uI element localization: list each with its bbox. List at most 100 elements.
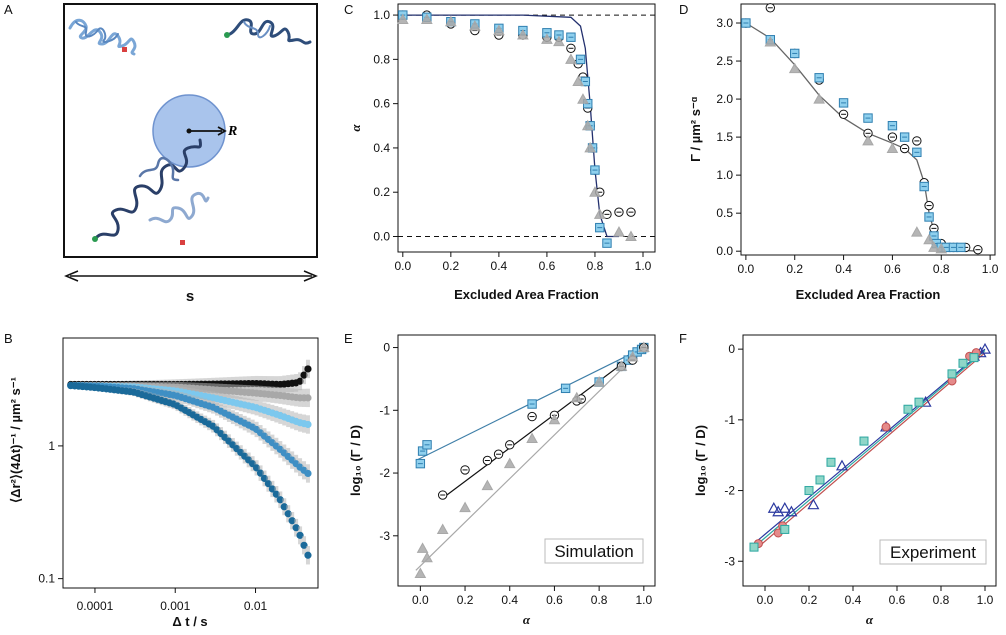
y-tick-label: 2.5 [716, 54, 733, 68]
x-tick-label: 0.6 [889, 593, 906, 607]
plot-frame [62, 337, 319, 589]
data-point [813, 93, 826, 104]
data-point [804, 486, 814, 496]
plot-frame [397, 3, 656, 253]
panel-label-f: F [679, 331, 687, 346]
data-point [780, 524, 790, 534]
fit-line [753, 348, 986, 545]
x-tick-label: 0.2 [442, 259, 459, 273]
data-point [304, 551, 312, 559]
data-point [910, 226, 923, 237]
data-point [637, 341, 650, 353]
data-point [615, 360, 628, 371]
data-point [593, 208, 606, 219]
data-point [436, 523, 449, 535]
plot-frame [740, 3, 996, 256]
data-point [572, 75, 584, 86]
data-point [421, 551, 433, 563]
data-point [749, 542, 759, 552]
schematic-panel: R s [63, 3, 318, 305]
x-tick-label: 1.0 [635, 593, 652, 607]
data-point [581, 119, 594, 131]
alpha-vs-excluded-area-chart: 0.0 0.2 0.4 0.6 0.8 1.0 0.0 0.2 0.4 0.6 0.8 1.0 Excl… [348, 3, 656, 302]
x-axis-label: Excluded Area Fraction [454, 287, 599, 302]
data-point [503, 457, 516, 469]
y-tick-label: 0.5 [716, 206, 733, 220]
y-tick-label: -3 [724, 554, 735, 568]
y-axis-label: α [348, 124, 363, 132]
data-point [584, 141, 596, 153]
x-tick-label: 1.0 [635, 259, 652, 273]
annotation-box [879, 539, 987, 565]
data-point [570, 391, 583, 403]
y-axis-label: log₁₀ (Γ / D) [693, 425, 708, 496]
x-axis-label: Excluded Area Fraction [796, 287, 941, 302]
data-point [493, 24, 505, 36]
x-tick-label: 0.6 [884, 262, 901, 276]
x-tick-label: 0.8 [591, 593, 608, 607]
x-tick-label: 0.4 [491, 259, 508, 273]
annotation-box [544, 538, 644, 564]
x-axis-label: α [523, 612, 531, 627]
x-tick-label: 0.6 [539, 259, 556, 273]
data-point [947, 369, 957, 379]
y-tick-label: 0.2 [373, 185, 390, 199]
y-tick-label: -1 [379, 403, 390, 417]
fit-line [753, 352, 986, 552]
x-tick-label: 0.001 [160, 599, 190, 613]
y-tick-label: -2 [379, 466, 390, 480]
x-tick-label: 1.0 [982, 262, 999, 276]
x-tick-label: 0.6 [546, 593, 563, 607]
x-tick-label: 0.0 [738, 262, 755, 276]
x-tick-label: 0.0 [412, 593, 429, 607]
annotation-label: Experiment [890, 543, 976, 562]
data-point [414, 567, 427, 578]
x-tick-label: 0.8 [587, 259, 604, 273]
y-tick-label: 1 [48, 439, 55, 453]
x-tick-label: 0.8 [933, 593, 950, 607]
x-tick-label: 0.0 [757, 593, 774, 607]
y-tick-label: 0.0 [716, 244, 733, 258]
x-tick-label: 1.0 [977, 593, 994, 607]
msd-chart: 0.0001 0.001 0.01 0.1 1 Δ t / s ⟨Δr²⟩(4Δt)⁻¹ /… [8, 337, 319, 629]
fit-line [415, 347, 645, 571]
x-axis-label: α [866, 612, 874, 627]
data-point [481, 479, 494, 491]
x-tick-label: 0.01 [244, 599, 268, 613]
x-tick-label: 0.2 [786, 262, 803, 276]
panel-label-c: C [344, 2, 353, 17]
data-point [815, 475, 825, 485]
data-point [788, 62, 801, 74]
data-point [625, 230, 637, 241]
y-tick-label: 0.6 [373, 97, 390, 111]
data-point [304, 420, 312, 429]
data-point [469, 20, 481, 31]
y-axis-label: log₁₀ (Γ / D) [348, 425, 363, 496]
data-point [859, 436, 869, 446]
data-point [969, 353, 979, 363]
data-point [304, 469, 312, 478]
data-point [807, 498, 820, 510]
data-point [914, 397, 924, 407]
x-tick-label: 0.8 [933, 262, 950, 276]
data-point [548, 413, 561, 425]
data-point [577, 93, 589, 104]
y-tick-label: 0.1 [38, 572, 55, 586]
data-point [785, 505, 798, 517]
y-tick-label: 0 [383, 341, 390, 355]
plot-frame [397, 334, 656, 587]
data-point [928, 241, 940, 252]
polymer-chain-2 [224, 18, 312, 45]
experiment-log-gamma-chart: 0.0 0.2 0.4 0.6 0.8 1.0 -3 -2 -1 0 α log₁₀ (Γ / D) E… [693, 334, 997, 627]
data-point [778, 501, 791, 513]
obstacle-center [186, 128, 192, 134]
y-axis-label: ⟨Δr²⟩(4Δt)⁻¹ / µm² s⁻¹ [8, 377, 23, 503]
fit-curve [745, 22, 978, 252]
y-axis-label: Γ / µm² s⁻ᵅ [688, 97, 703, 162]
x-tick-label: 0.4 [501, 593, 518, 607]
data-point [459, 501, 471, 513]
data-point [517, 28, 529, 40]
data-point [923, 233, 935, 245]
data-point [826, 457, 836, 467]
